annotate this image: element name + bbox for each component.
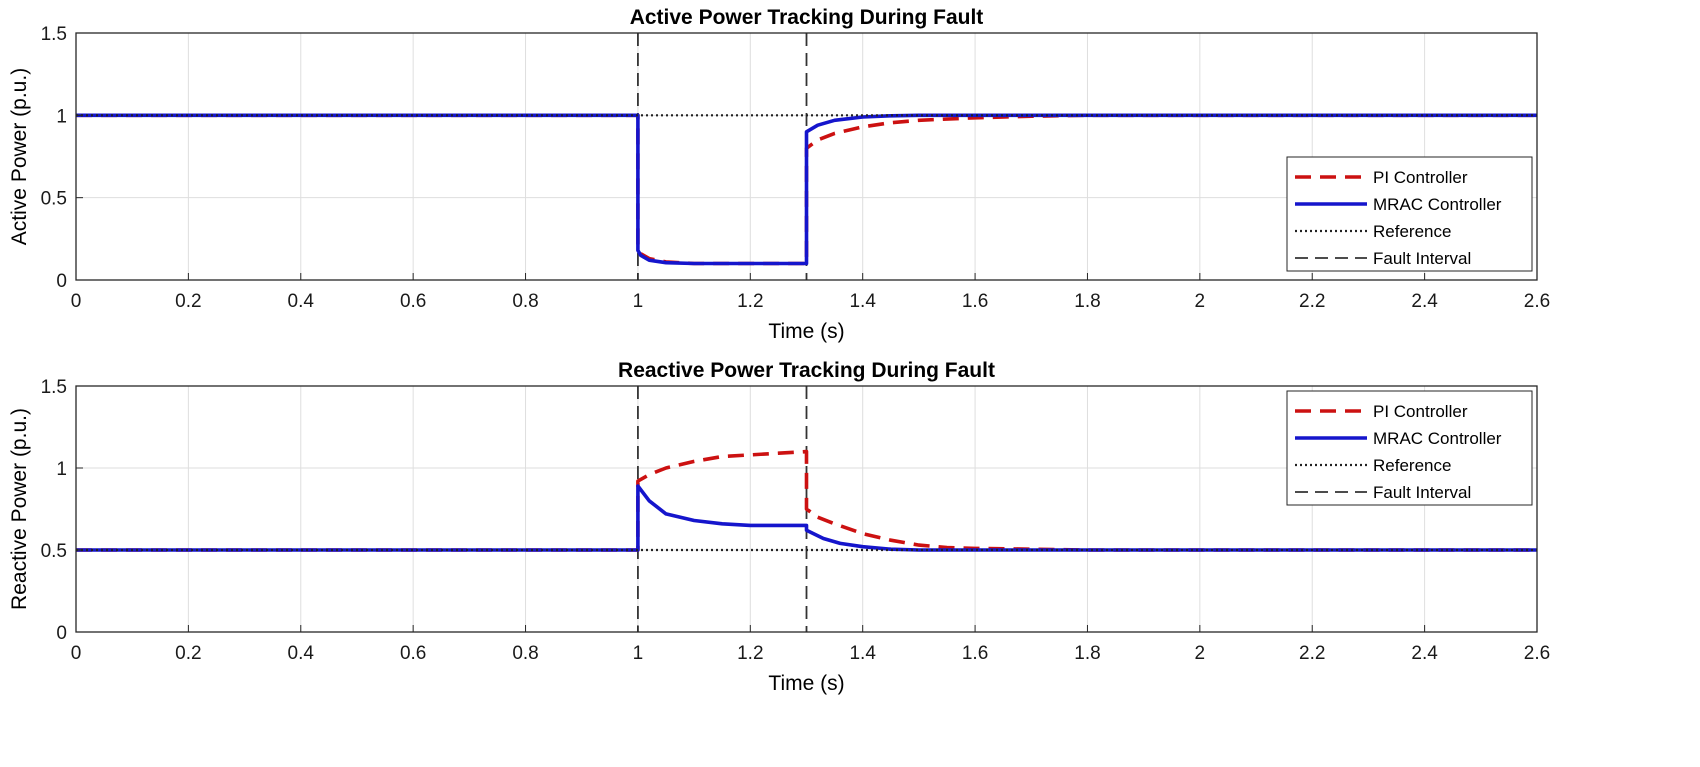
reactive-power-y-label: Reactive Power (p.u.) [8, 408, 31, 610]
reactive-power-title: Reactive Power Tracking During Fault [618, 359, 995, 382]
reactive-power-axes-box [75, 385, 1538, 633]
active-power-x-tick-label: 1.2 [737, 291, 763, 312]
reactive-power-y-tick-label: 1 [56, 459, 67, 480]
reactive-power-x-tick-label: 2.4 [1411, 643, 1438, 664]
reactive-power-x-tick-label: 2 [1195, 643, 1206, 664]
active-power-x-tick-label: 2.6 [1524, 291, 1550, 312]
reactive-power-y-ticks: 0 0.5 1 1.5 [41, 377, 83, 644]
active-power-x-tick-label: 1.6 [962, 291, 988, 312]
active-power-axes-box [75, 32, 1538, 281]
active-power-x-tick-label: 0 [71, 291, 82, 312]
reactive-power-panel: Reactive Power Tracking During Fault 0 0.… [8, 359, 1550, 695]
active-power-legend-label-pi-controller: PI Controller [1373, 168, 1468, 187]
active-power-legend-label-fault-interval: Fault Interval [1373, 249, 1471, 268]
reactive-power-x-tick-label: 1.6 [962, 643, 988, 664]
active-power-legend: PI Controller MRAC Controller Reference Fau… [1286, 156, 1533, 272]
active-power-panel: Active Power Tracking During Fault 0 0.2 0… [8, 6, 1550, 343]
reactive-power-legend-label-pi-controller: PI Controller [1373, 402, 1468, 421]
reactive-power-series [76, 449, 1537, 552]
reactive-power-x-tick-label: 2.6 [1524, 643, 1550, 664]
reactive-power-x-tick-label: 0.6 [400, 643, 426, 664]
reactive-power-y-tick-label: 0.5 [41, 541, 67, 562]
reactive-power-legend: PI Controller MRAC Controller Reference Fau… [1286, 390, 1533, 506]
reactive-power-legend-label-fault-interval: Fault Interval [1373, 483, 1471, 502]
active-power-x-ticks: 0 0.2 0.4 0.6 0.8 1 1.2 1.4 1.6 1.8 2 2.2 2.4 2.6 [71, 273, 1550, 312]
reactive-power-x-tick-label: 1.4 [849, 643, 876, 664]
active-power-x-tick-label: 0.4 [288, 291, 315, 312]
reactive-power-legend-label-reference: Reference [1373, 456, 1451, 475]
active-power-y-tick-label: 0 [56, 271, 67, 292]
reactive-power-y-tick-label: 1.5 [41, 377, 67, 398]
reactive-power-series-pi-controller [76, 449, 1537, 552]
reactive-power-series-mrac-controller [76, 484, 1537, 552]
reactive-power-y-tick-label: 0 [56, 623, 67, 644]
reactive-power-x-ticks: 0 0.2 0.4 0.6 0.8 1 1.2 1.4 1.6 1.8 2 2.2 2.4 2.6 [71, 625, 1550, 664]
reactive-power-x-tick-label: 0.4 [288, 643, 315, 664]
reactive-power-x-tick-label: 1.8 [1074, 643, 1100, 664]
active-power-x-tick-label: 1.8 [1074, 291, 1100, 312]
reactive-power-x-tick-label: 0 [71, 643, 82, 664]
active-power-x-tick-label: 0.2 [175, 291, 201, 312]
active-power-x-tick-label: 1.4 [849, 291, 876, 312]
reactive-power-x-tick-label: 0.2 [175, 643, 201, 664]
reactive-power-x-tick-label: 0.8 [512, 643, 538, 664]
active-power-y-label: Active Power (p.u.) [8, 68, 31, 245]
active-power-x-tick-label: 0.8 [512, 291, 538, 312]
active-power-legend-label-mrac-controller: MRAC Controller [1373, 195, 1502, 214]
reactive-power-x-tick-label: 1 [633, 643, 644, 664]
active-power-x-tick-label: 2.4 [1411, 291, 1438, 312]
reactive-power-x-tick-label: 2.2 [1299, 643, 1325, 664]
active-power-x-label: Time (s) [768, 320, 844, 343]
active-power-y-ticks: 0 0.5 1 1.5 [41, 24, 83, 292]
active-power-legend-label-reference: Reference [1373, 222, 1451, 241]
active-power-x-tick-label: 1 [633, 291, 644, 312]
active-power-y-tick-label: 0.5 [41, 189, 67, 210]
reactive-power-fault-lines [637, 386, 808, 632]
active-power-title: Active Power Tracking During Fault [630, 6, 984, 29]
active-power-x-tick-label: 2 [1195, 291, 1206, 312]
reactive-power-x-label: Time (s) [768, 672, 844, 695]
reactive-power-x-tick-label: 1.2 [737, 643, 763, 664]
active-power-y-tick-label: 1 [56, 106, 67, 127]
active-power-series [76, 113, 1537, 266]
reactive-power-legend-label-mrac-controller: MRAC Controller [1373, 429, 1502, 448]
active-power-x-tick-label: 2.2 [1299, 291, 1325, 312]
active-power-x-tick-label: 0.6 [400, 291, 426, 312]
active-power-y-tick-label: 1.5 [41, 24, 67, 45]
active-power-fault-lines [637, 33, 808, 280]
